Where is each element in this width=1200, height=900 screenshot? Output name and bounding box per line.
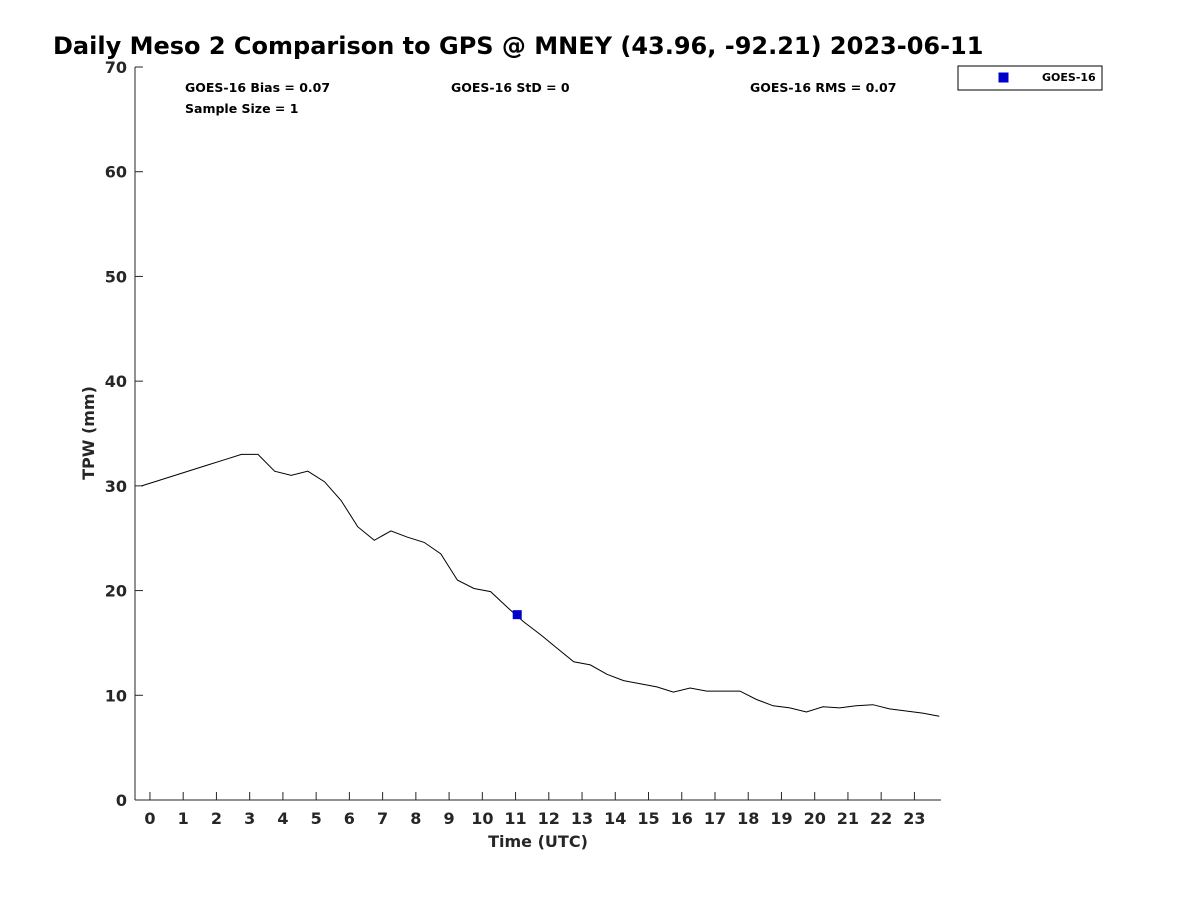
x-tick-label: 16 — [671, 809, 693, 828]
y-axis-label: TPW (mm) — [79, 386, 98, 480]
x-tick-label: 22 — [870, 809, 892, 828]
x-tick-label: 9 — [444, 809, 455, 828]
x-tick-label: 7 — [377, 809, 388, 828]
x-axis: 0 1 2 3 4 5 6 7 8 9 10 11 12 13 14 15 16 17 18 19 20 21 22 23 T… — [135, 792, 941, 851]
x-tick-label: 0 — [144, 809, 155, 828]
x-tick-label: 5 — [311, 809, 322, 828]
x-tick-label: 21 — [837, 809, 859, 828]
x-tick-label: 3 — [244, 809, 255, 828]
x-tick-label: 23 — [903, 809, 925, 828]
x-tick-label: 2 — [211, 809, 222, 828]
y-tick-label: 20 — [105, 582, 127, 601]
y-tick-label: 50 — [105, 267, 127, 286]
x-tick-label: 15 — [637, 809, 659, 828]
x-tick-label: 17 — [704, 809, 726, 828]
x-tick-label: 10 — [471, 809, 493, 828]
x-tick-label: 13 — [571, 809, 593, 828]
x-axis-label: Time (UTC) — [488, 832, 588, 851]
y-ticks: 0 10 20 30 40 50 60 70 — [105, 58, 143, 810]
legend-box — [957, 65, 1103, 91]
x-tick-label: 14 — [604, 809, 626, 828]
x-tick-label: 18 — [737, 809, 759, 828]
stat-bias: GOES-16 Bias = 0.07 — [185, 80, 330, 95]
x-tick-label: 6 — [344, 809, 355, 828]
y-tick-label: 40 — [105, 372, 127, 391]
goes-16-point — [512, 610, 522, 620]
y-tick-label: 30 — [105, 477, 127, 496]
chart-title: Daily Meso 2 Comparison to GPS @ MNEY (4… — [53, 32, 983, 60]
gps-series-line — [141, 453, 940, 717]
stats-annotations: GOES-16 Bias = 0.07 GOES-16 StD = 0 GOES… — [185, 80, 896, 116]
y-tick-label: 70 — [105, 58, 127, 77]
x-tick-label: 1 — [178, 809, 189, 828]
legend: GOES-16 — [957, 65, 1103, 91]
x-tick-label: 4 — [277, 809, 288, 828]
stat-std: GOES-16 StD = 0 — [451, 80, 570, 95]
y-tick-label: 60 — [105, 163, 127, 182]
x-tick-label: 19 — [770, 809, 792, 828]
x-tick-label: 11 — [504, 809, 526, 828]
x-tick-label: 12 — [538, 809, 560, 828]
x-tick-label: 20 — [804, 809, 826, 828]
x-ticks: 0 1 2 3 4 5 6 7 8 9 10 11 12 13 14 15 16 17 18 19 20 21 22 23 — [144, 792, 926, 828]
x-tick-label: 8 — [410, 809, 421, 828]
goes-16-series — [512, 610, 522, 620]
y-tick-label: 0 — [116, 791, 127, 810]
legend-marker — [998, 72, 1009, 83]
y-tick-label: 10 — [105, 686, 127, 705]
legend-label: GOES-16 — [1042, 71, 1096, 84]
stat-sample-size: Sample Size = 1 — [185, 101, 298, 116]
stat-rms: GOES-16 RMS = 0.07 — [750, 80, 896, 95]
y-axis: 0 10 20 30 40 50 60 70 TPW (mm) — [79, 58, 143, 810]
